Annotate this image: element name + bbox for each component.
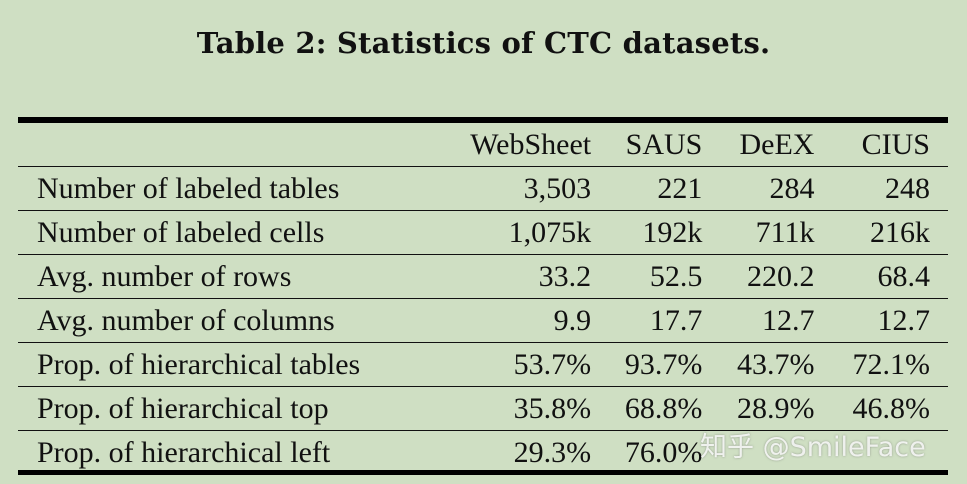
bottom-rule <box>18 470 948 475</box>
statistics-table: WebSheet SAUS DeEX CIUS Number of labele… <box>18 123 948 474</box>
row-label: Prop. of hierarchical top <box>18 386 433 431</box>
cell-websheet: 9.9 <box>432 298 592 343</box>
row-label: Avg. number of rows <box>18 254 433 299</box>
row-label: Avg. number of columns <box>18 298 433 343</box>
cell-websheet: 53.7% <box>432 342 592 387</box>
table-row: Prop. of hierarchical left 29.3% 76.0% <box>18 430 948 474</box>
row-label: Prop. of hierarchical left <box>18 430 433 474</box>
column-header-saus: SAUS <box>591 123 703 167</box>
column-header-websheet: WebSheet <box>432 123 592 167</box>
cell-websheet: 33.2 <box>432 254 592 299</box>
row-label: Number of labeled tables <box>18 166 433 211</box>
header-empty-cell <box>18 123 433 167</box>
table-row: Number of labeled tables 3,503 221 284 2… <box>18 166 948 211</box>
cell-saus: 93.7% <box>591 342 703 387</box>
cell-saus: 76.0% <box>591 430 703 474</box>
cell-cius <box>814 430 948 474</box>
table-row: Prop. of hierarchical tables 53.7% 93.7%… <box>18 342 948 387</box>
cell-websheet: 1,075k <box>432 210 592 255</box>
cell-websheet: 35.8% <box>432 386 592 431</box>
column-header-cius: CIUS <box>814 123 948 167</box>
column-header-deex: DeEX <box>702 123 815 167</box>
cell-cius: 248 <box>814 166 948 211</box>
cell-saus: 192k <box>591 210 703 255</box>
row-label: Number of labeled cells <box>18 210 433 255</box>
cell-websheet: 3,503 <box>432 166 592 211</box>
table-row: Avg. number of columns 9.9 17.7 12.7 12.… <box>18 298 948 343</box>
cell-cius: 72.1% <box>814 342 948 387</box>
cell-deex: 711k <box>702 210 815 255</box>
row-label: Prop. of hierarchical tables <box>18 342 433 387</box>
table-row: Avg. number of rows 33.2 52.5 220.2 68.4 <box>18 254 948 299</box>
cell-saus: 68.8% <box>591 386 703 431</box>
top-rule <box>18 117 948 123</box>
cell-deex <box>702 430 815 474</box>
cell-websheet: 29.3% <box>432 430 592 474</box>
table-row: Prop. of hierarchical top 35.8% 68.8% 28… <box>18 386 948 431</box>
cell-saus: 221 <box>591 166 703 211</box>
watermark: 知乎 @SmileFace <box>700 432 926 463</box>
cell-saus: 52.5 <box>591 254 703 299</box>
cell-cius: 12.7 <box>814 298 948 343</box>
cell-deex: 284 <box>702 166 815 211</box>
cell-saus: 17.7 <box>591 298 703 343</box>
cell-cius: 68.4 <box>814 254 948 299</box>
table-caption: Table 2: Statistics of CTC datasets. <box>196 26 771 60</box>
cell-cius: 216k <box>814 210 948 255</box>
cell-deex: 220.2 <box>702 254 815 299</box>
cell-cius: 46.8% <box>814 386 948 431</box>
cell-deex: 43.7% <box>702 342 815 387</box>
cell-deex: 28.9% <box>702 386 815 431</box>
cell-deex: 12.7 <box>702 298 815 343</box>
header-row: WebSheet SAUS DeEX CIUS <box>18 123 948 167</box>
table-row: Number of labeled cells 1,075k 192k 711k… <box>18 210 948 255</box>
